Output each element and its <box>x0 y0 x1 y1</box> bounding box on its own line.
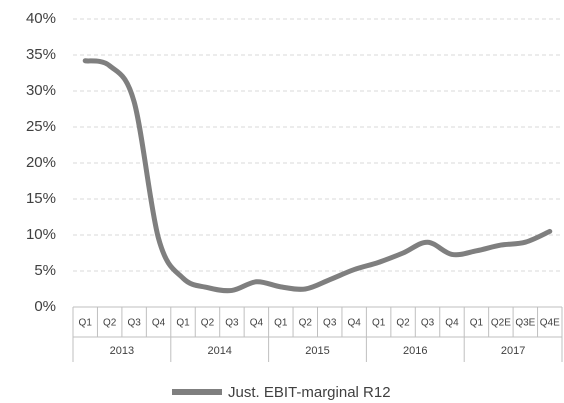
x-group-label: 2017 <box>501 345 525 357</box>
y-tick-label: 30% <box>26 82 56 99</box>
x-tick-label: Q2E <box>491 318 511 329</box>
y-tick-label: 20% <box>26 154 56 171</box>
x-tick-label: Q1 <box>372 318 386 329</box>
x-tick-label: Q3 <box>323 318 337 329</box>
x-tick-label: Q1 <box>79 318 93 329</box>
x-tick-label: Q1 <box>470 318 484 329</box>
x-group-label: 2016 <box>403 345 427 357</box>
x-tick-label: Q2 <box>103 318 117 329</box>
x-tick-label: Q1 <box>274 318 288 329</box>
x-group-label: 2014 <box>207 345 231 357</box>
y-tick-label: 35% <box>26 46 56 63</box>
y-tick-label: 0% <box>34 298 56 315</box>
x-tick-label: Q2 <box>299 318 313 329</box>
x-tick-label: Q3 <box>127 318 141 329</box>
x-group-label: 2013 <box>110 345 134 357</box>
x-tick-label: Q4 <box>250 318 264 329</box>
line <box>82 58 553 294</box>
x-tick-label: Q4 <box>152 318 166 329</box>
x-group-label: 2015 <box>305 345 329 357</box>
y-tick-label: 10% <box>26 226 56 243</box>
x-tick-label: Q4E <box>540 318 560 329</box>
x-tick-label: Q3E <box>515 318 535 329</box>
legend-label: Just. EBIT-marginal R12 <box>228 384 391 401</box>
y-tick-label: 25% <box>26 118 56 135</box>
x-tick-label: Q4 <box>445 318 459 329</box>
y-tick-label: 5% <box>34 262 56 279</box>
x-tick-label: Q1 <box>176 318 190 329</box>
x-tick-label: Q3 <box>421 318 435 329</box>
y-tick-label: 15% <box>26 190 56 207</box>
x-tick-label: Q3 <box>225 318 239 329</box>
x-tick-label: Q4 <box>348 318 362 329</box>
x-tick-label: Q2 <box>396 318 410 329</box>
y-tick-label: 40% <box>26 10 56 27</box>
x-tick-label: Q2 <box>201 318 215 329</box>
